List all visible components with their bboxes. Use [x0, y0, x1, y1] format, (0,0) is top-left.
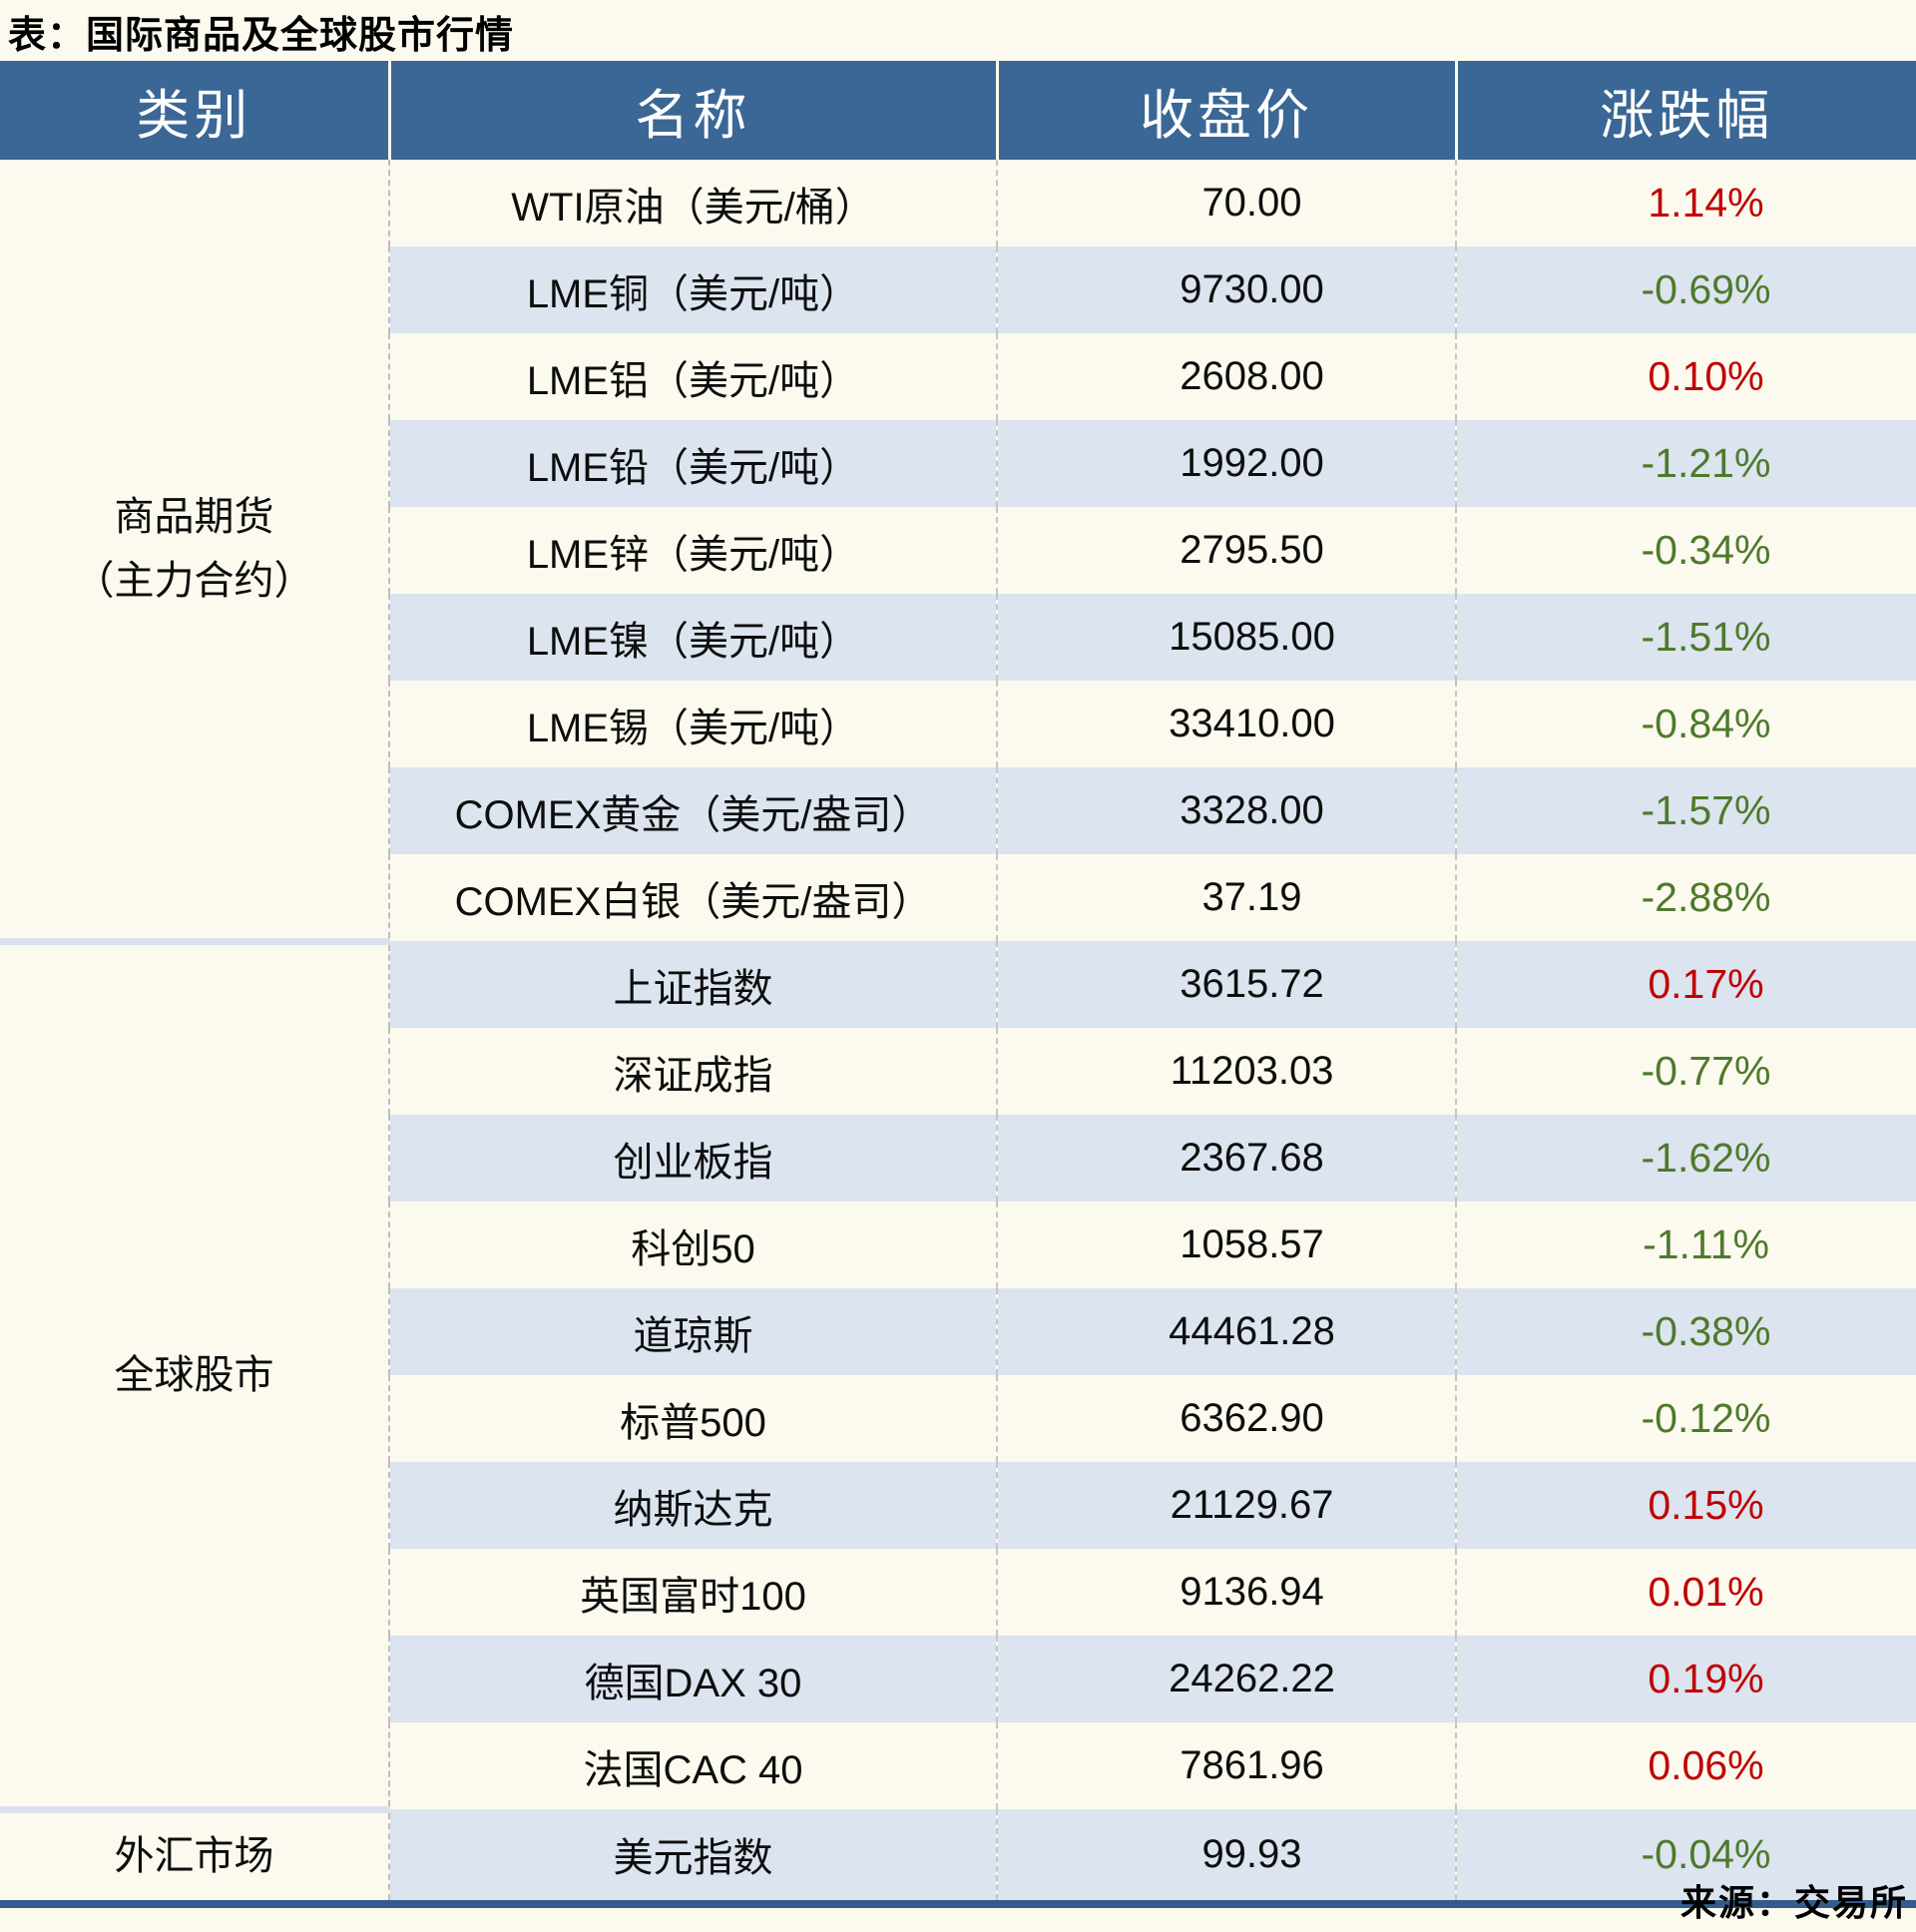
table-row: LME铅（美元/吨） 1992.00 -1.21%: [0, 420, 1916, 507]
table-row: 创业板指 2367.68 -1.62%: [0, 1115, 1916, 1202]
source-note: 来源：交易所: [1679, 1882, 1908, 1923]
table-row: COMEX白银（美元/盎司） 37.19 -2.88%: [0, 854, 1916, 941]
close-price: 70.00: [996, 160, 1456, 246]
page-title: 表：国际商品及全球股市行情: [8, 15, 515, 57]
table-row: 全球股市 上证指数 3615.72 0.17%: [0, 937, 1916, 1809]
change-percent: -0.69%: [1455, 246, 1916, 333]
table-row: LME镍（美元/吨） 15085.00 -1.51%: [0, 594, 1916, 681]
instrument-name: 纳斯达克: [388, 1462, 997, 1549]
instrument-name: 深证成指: [388, 1028, 997, 1115]
change-percent: -1.62%: [1455, 1115, 1916, 1202]
header-close-price: 收盘价: [995, 61, 1456, 160]
category-cell: 全球股市: [0, 937, 389, 1809]
close-price: 1992.00: [996, 420, 1456, 507]
change-percent: -1.21%: [1455, 420, 1916, 507]
close-price: 2367.68: [996, 1115, 1456, 1202]
change-percent: -2.88%: [1455, 854, 1916, 941]
instrument-name: 德国DAX 30: [388, 1636, 997, 1722]
table-row: 法国CAC 40 7861.96 0.06%: [0, 1722, 1916, 1809]
table-row: 德国DAX 30 24262.22 0.19%: [0, 1636, 1916, 1722]
close-price: 11203.03: [996, 1028, 1456, 1115]
close-price: 15085.00: [996, 594, 1456, 681]
table-row: LME锡（美元/吨） 33410.00 -0.84%: [0, 681, 1916, 767]
close-price: 44461.28: [996, 1288, 1456, 1375]
close-price: 9136.94: [996, 1549, 1456, 1636]
instrument-name: 道琼斯: [388, 1288, 997, 1375]
instrument-name: 美元指数: [388, 1809, 997, 1904]
instrument-name: 上证指数: [388, 941, 997, 1028]
instrument-name: LME铜（美元/吨）: [388, 246, 997, 333]
table-row: 商品期货 （主力合约） WTI原油（美元/桶） 70.00 1.14%: [0, 160, 1916, 941]
change-percent: -0.04%: [1455, 1809, 1916, 1904]
close-price: 1058.57: [996, 1202, 1456, 1288]
instrument-name: LME镍（美元/吨）: [388, 594, 997, 681]
change-percent: 0.15%: [1455, 1462, 1916, 1549]
close-price: 24262.22: [996, 1636, 1456, 1722]
category-cell: 商品期货 （主力合约）: [0, 160, 389, 941]
table-header: 类别 名称 收盘价 涨跌幅: [0, 61, 1916, 160]
table-row: 道琼斯 44461.28 -0.38%: [0, 1288, 1916, 1375]
category-cell: 外汇市场: [0, 1805, 389, 1904]
instrument-name: LME锡（美元/吨）: [388, 681, 997, 767]
instrument-name: LME铅（美元/吨）: [388, 420, 997, 507]
table-row: 英国富时100 9136.94 0.01%: [0, 1549, 1916, 1636]
change-percent: -0.34%: [1455, 507, 1916, 594]
close-price: 37.19: [996, 854, 1456, 941]
table-row: 科创50 1058.57 -1.11%: [0, 1202, 1916, 1288]
table-row: LME铜（美元/吨） 9730.00 -0.69%: [0, 246, 1916, 333]
change-percent: -0.38%: [1455, 1288, 1916, 1375]
change-percent: -1.51%: [1455, 594, 1916, 681]
close-price: 3615.72: [996, 941, 1456, 1028]
change-percent: 0.06%: [1455, 1722, 1916, 1809]
change-percent: 1.14%: [1455, 160, 1916, 246]
change-percent: -1.57%: [1455, 767, 1916, 854]
close-price: 7861.96: [996, 1722, 1456, 1809]
instrument-name: 标普500: [388, 1375, 997, 1462]
instrument-name: WTI原油（美元/桶）: [388, 160, 997, 246]
instrument-name: COMEX白银（美元/盎司）: [388, 854, 997, 941]
instrument-name: 创业板指: [388, 1115, 997, 1202]
header-name: 名称: [387, 61, 997, 160]
close-price: 33410.00: [996, 681, 1456, 767]
header-category: 类别: [0, 61, 389, 160]
close-price: 21129.67: [996, 1462, 1456, 1549]
change-percent: 0.17%: [1455, 941, 1916, 1028]
instrument-name: COMEX黄金（美元/盎司）: [388, 767, 997, 854]
instrument-name: 法国CAC 40: [388, 1722, 997, 1809]
change-percent: 0.19%: [1455, 1636, 1916, 1722]
instrument-name: 科创50: [388, 1202, 997, 1288]
close-price: 99.93: [996, 1809, 1456, 1904]
table-row: LME铝（美元/吨） 2608.00 0.10%: [0, 333, 1916, 420]
change-percent: -1.11%: [1455, 1202, 1916, 1288]
header-row: 类别 名称 收盘价 涨跌幅: [0, 61, 1916, 160]
table-body: 商品期货 （主力合约） WTI原油（美元/桶） 70.00 1.14% LME铜（美元/吨…: [0, 160, 1916, 1904]
close-price: 2795.50: [996, 507, 1456, 594]
change-percent: 0.01%: [1455, 1549, 1916, 1636]
close-price: 3328.00: [996, 767, 1456, 854]
header-change-pct: 涨跌幅: [1454, 61, 1916, 160]
close-price: 9730.00: [996, 246, 1456, 333]
change-percent: 0.10%: [1455, 333, 1916, 420]
change-percent: -0.77%: [1455, 1028, 1916, 1115]
table-row: LME锌（美元/吨） 2795.50 -0.34%: [0, 507, 1916, 594]
table-row: COMEX黄金（美元/盎司） 3328.00 -1.57%: [0, 767, 1916, 854]
instrument-name: LME锌（美元/吨）: [388, 507, 997, 594]
close-price: 2608.00: [996, 333, 1456, 420]
table-row: 深证成指 11203.03 -0.77%: [0, 1028, 1916, 1115]
change-percent: -0.84%: [1455, 681, 1916, 767]
table-row: 外汇市场 美元指数 99.93 -0.04%: [0, 1805, 1916, 1904]
close-price: 6362.90: [996, 1375, 1456, 1462]
instrument-name: 英国富时100: [388, 1549, 997, 1636]
change-percent: -0.12%: [1455, 1375, 1916, 1462]
table-row: 标普500 6362.90 -0.12%: [0, 1375, 1916, 1462]
instrument-name: LME铝（美元/吨）: [388, 333, 997, 420]
market-table: 类别 名称 收盘价 涨跌幅 商品期货 （主力合约） WTI原油（美元/桶） 70.00…: [0, 61, 1916, 1908]
table-row: 纳斯达克 21129.67 0.15%: [0, 1462, 1916, 1549]
